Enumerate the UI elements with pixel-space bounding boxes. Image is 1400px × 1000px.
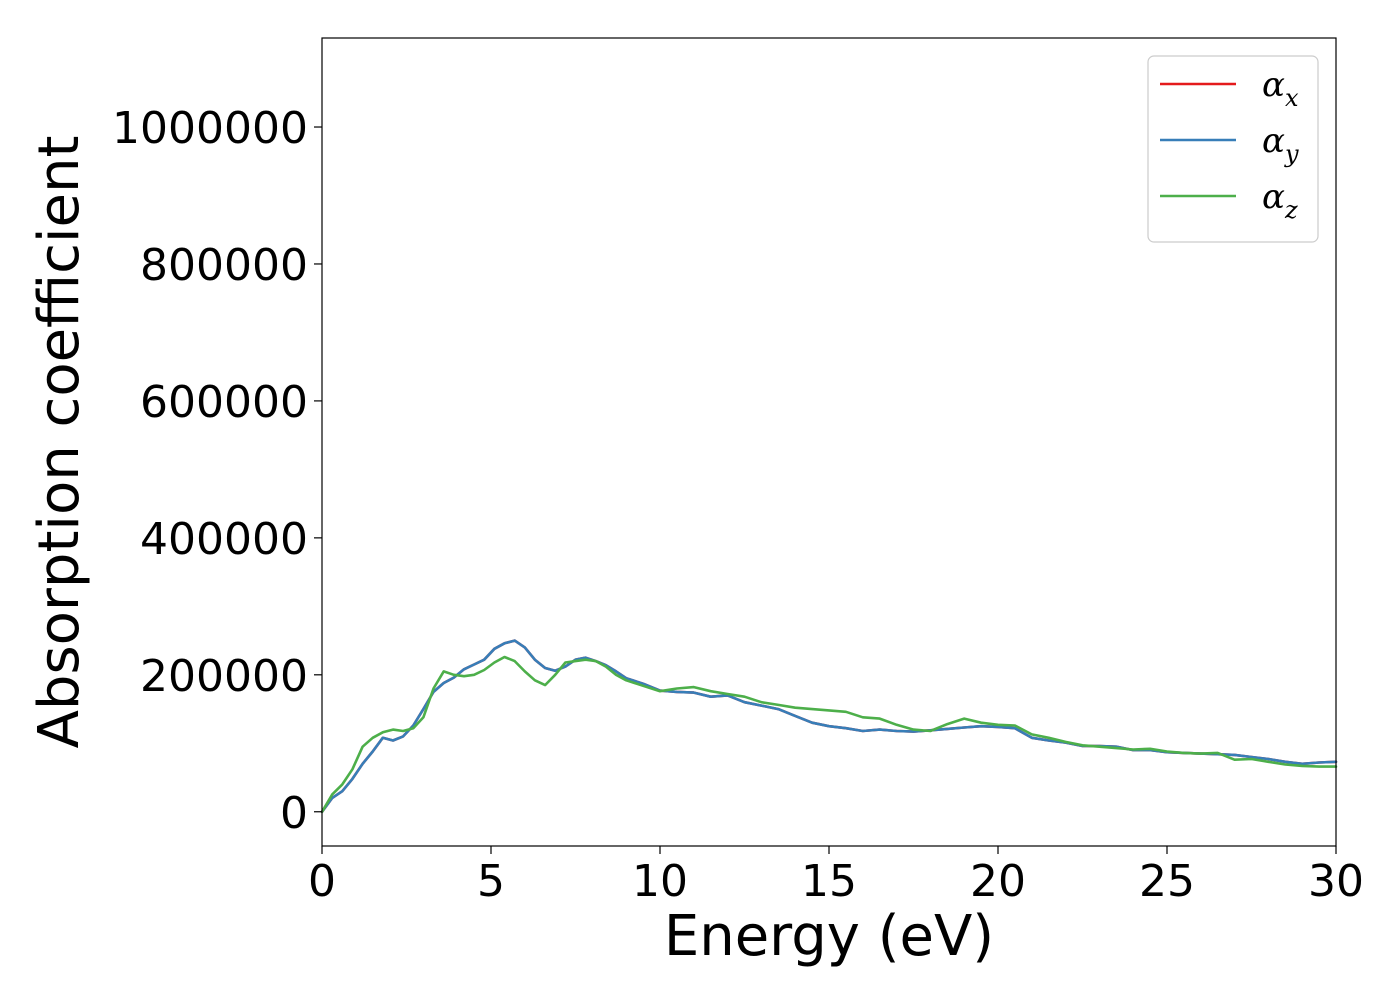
y-tick-label: 1000000 — [112, 103, 308, 154]
x-tick-label: 25 — [1139, 856, 1195, 907]
x-tick-label: 20 — [970, 856, 1026, 907]
x-tick-label: 10 — [632, 856, 688, 907]
y-tick-label: 600000 — [140, 377, 308, 428]
legend: αx αy αz — [1147, 55, 1319, 243]
y-tick-label: 200000 — [140, 651, 308, 702]
y-tick-label: 800000 — [140, 240, 308, 291]
series-line-y — [320, 639, 1338, 814]
x-tick-label: 5 — [477, 856, 505, 907]
y-tick-label: 400000 — [140, 514, 308, 565]
tick-layer: 0 5 10 15 20 25 30 0 200000 400000 600000 800000 100… — [112, 103, 1364, 907]
y-tick-label: 0 — [280, 788, 308, 839]
legend-label-x: αx — [1262, 65, 1299, 112]
y-axis-title: Absorption coefficient — [27, 136, 92, 749]
series-line-z — [320, 655, 1338, 814]
x-tick-label: 0 — [308, 856, 336, 907]
legend-label-y: αy — [1262, 121, 1299, 168]
x-axis-title: Energy (eV) — [664, 904, 994, 969]
series-layer — [320, 639, 1338, 814]
x-tick-label: 30 — [1308, 856, 1364, 907]
legend-label-z: αz — [1262, 177, 1298, 224]
x-tick-label: 15 — [801, 856, 857, 907]
